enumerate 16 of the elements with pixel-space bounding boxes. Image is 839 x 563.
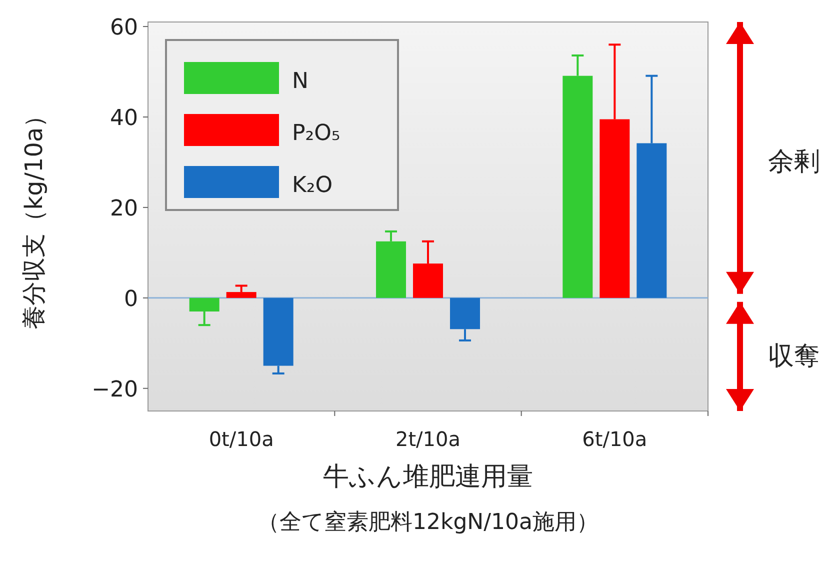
y-tick-label: −20	[92, 377, 138, 402]
x-tick-label: 2t/10a	[395, 427, 461, 451]
x-axis-title: 牛ふん堆肥連用量	[323, 462, 533, 492]
text: 収奪	[768, 341, 820, 372]
legend-label: K₂O	[292, 173, 333, 198]
text: 余剰	[768, 146, 820, 177]
text: （全て窒素肥料12kgN/10a施用）	[257, 510, 599, 535]
legend-label: P₂O₅	[292, 121, 340, 146]
y-tick-label: 0	[124, 286, 138, 312]
x-tick-label: 0t/10a	[208, 427, 274, 451]
legend-label: N	[292, 69, 308, 94]
y-tick-label: 60	[110, 16, 138, 41]
x-tick-label: 6t/10a	[582, 427, 648, 451]
y-tick-label: 20	[110, 196, 138, 222]
y-tick-label: 40	[110, 106, 138, 131]
y-axis-title: 養分収支（kg/10a）	[20, 103, 48, 330]
